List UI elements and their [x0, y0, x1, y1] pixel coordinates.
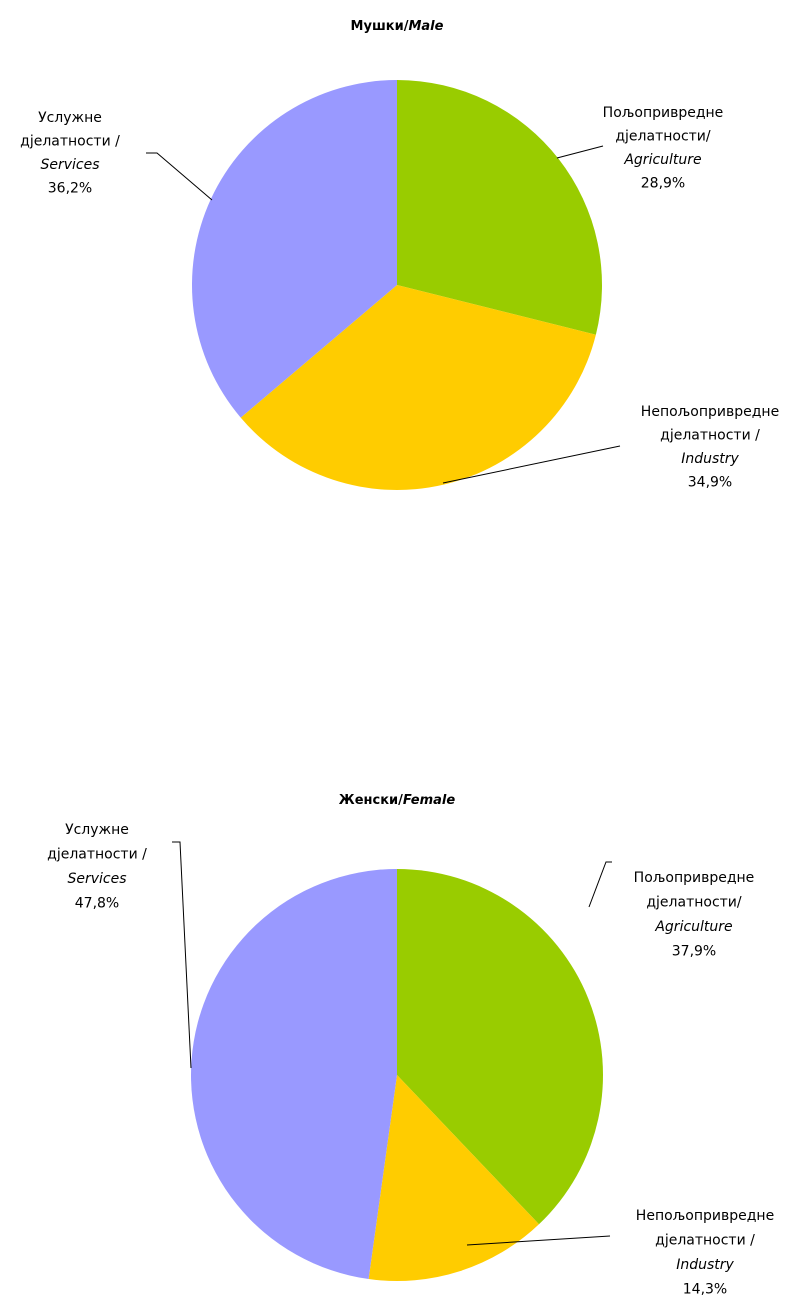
chart-title: Мушки/Male: [351, 19, 444, 34]
leader-line: [588, 861, 612, 908]
slice-label: дјелатности/: [615, 129, 711, 145]
title-english: Female: [403, 793, 455, 808]
slice-label: дјелатности /: [20, 134, 120, 150]
leader-line: [146, 152, 213, 201]
value-label: 37,9%: [672, 944, 716, 960]
pie-slice: [191, 869, 397, 1280]
value-label: 34,9%: [688, 475, 732, 491]
value-label: 28,9%: [641, 176, 685, 192]
slice-label: Пољопривредне: [634, 870, 755, 886]
title-local: Женски/: [339, 793, 403, 808]
slice-label: Agriculture: [623, 152, 701, 168]
chart-title: Женски/Female: [339, 793, 456, 808]
value-label: 36,2%: [48, 181, 92, 197]
slice-label: Industry: [676, 1257, 734, 1273]
title-local: Мушки/: [351, 19, 409, 34]
pie-slice: [397, 80, 602, 335]
slice-label: дјелатности /: [655, 1233, 755, 1249]
slice-label: Agriculture: [654, 919, 732, 935]
slice-label: Непољопривредне: [636, 1208, 774, 1224]
leader-line: [442, 445, 621, 484]
slice-label: Services: [40, 157, 99, 173]
slice-label: Пољопривредне: [603, 105, 724, 121]
pie-slice: [240, 285, 596, 490]
title-english: Male: [408, 19, 443, 34]
pie-slice: [368, 1075, 539, 1281]
slice-label: дјелатности/: [646, 895, 742, 911]
slice-label: Услужне: [38, 110, 102, 126]
pie-slice: [191, 79, 397, 418]
value-label: 14,3%: [683, 1282, 727, 1298]
slice-label: дјелатности /: [47, 847, 147, 863]
leader-line: [466, 1235, 611, 1246]
slice-label: дјелатности /: [660, 428, 760, 444]
slice-label: Непољопривредне: [641, 404, 779, 420]
pie-slice: [397, 869, 604, 1225]
slice-label: Services: [67, 871, 126, 887]
leader-line: [172, 841, 192, 1069]
slice-label: Услужне: [65, 822, 129, 838]
slice-label: Industry: [681, 451, 739, 467]
leader-line: [556, 145, 604, 159]
value-label: 47,8%: [75, 896, 119, 912]
